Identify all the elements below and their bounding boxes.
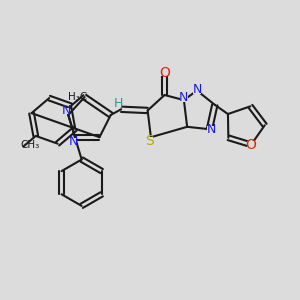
Bar: [146, 137, 153, 143]
Text: CH₃: CH₃: [20, 140, 40, 150]
Text: N: N: [179, 91, 189, 104]
Text: N: N: [69, 135, 78, 148]
Text: N: N: [207, 123, 217, 136]
Text: O: O: [159, 66, 170, 80]
Text: N: N: [192, 82, 202, 96]
Bar: [115, 101, 121, 106]
Text: O: O: [246, 138, 256, 152]
Bar: [69, 138, 77, 144]
Bar: [160, 69, 169, 76]
Bar: [180, 95, 188, 102]
Bar: [247, 142, 256, 148]
Bar: [62, 108, 70, 114]
Bar: [207, 126, 215, 133]
Bar: [193, 87, 201, 94]
Text: H: H: [114, 97, 124, 110]
Text: S: S: [146, 134, 154, 148]
Text: H₃C: H₃C: [68, 92, 87, 102]
Text: N: N: [62, 104, 71, 117]
